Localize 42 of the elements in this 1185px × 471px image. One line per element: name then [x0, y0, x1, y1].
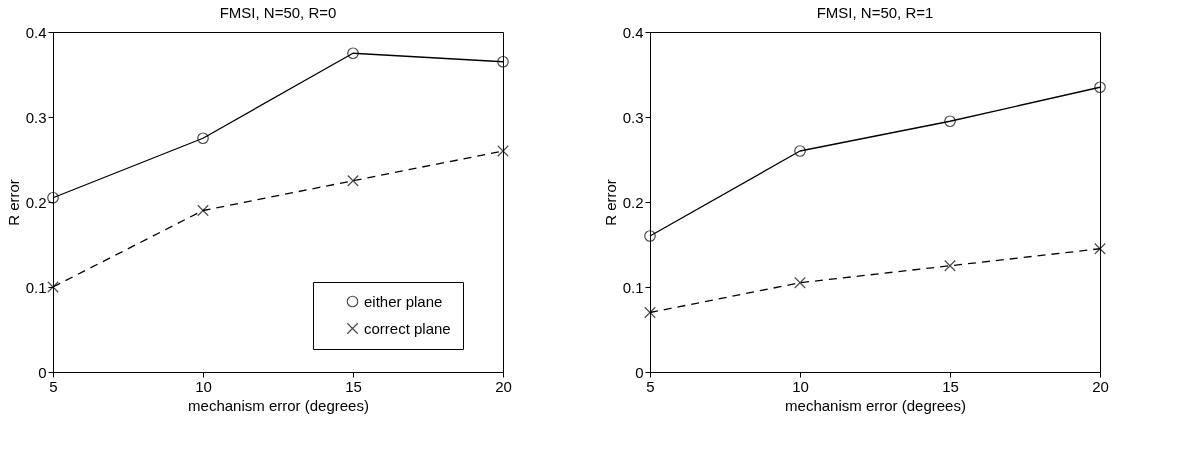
point: [497, 145, 509, 157]
point: [944, 259, 956, 272]
point: [197, 132, 209, 145]
chart-title: FMSI, N=50, R=1: [816, 4, 934, 21]
y-tick-label: 0.4: [622, 23, 644, 41]
point: [794, 145, 806, 157]
x-tick-label: 15: [345, 377, 362, 395]
y-tick-label: 0: [38, 363, 47, 381]
point: [1094, 242, 1106, 255]
legend-label: correct plane: [364, 319, 451, 337]
y-axis-title: R error: [601, 179, 619, 226]
y-tick-label: 0.3: [622, 108, 644, 126]
x-tick-label: 20: [1092, 377, 1109, 395]
point: [347, 174, 359, 187]
point: [497, 55, 509, 68]
y-tick-label: 0.1: [25, 278, 47, 296]
point: [47, 191, 59, 204]
point: [47, 281, 59, 293]
x-tick-label: 5: [646, 377, 655, 395]
y-tick-label: 0.2: [25, 193, 47, 211]
y-tick-label: 0.4: [25, 23, 47, 41]
y-axis-title: R error: [4, 179, 22, 226]
x-tick-label: 10: [792, 377, 809, 395]
point: [794, 276, 806, 289]
y-tick-label: 0.1: [622, 278, 644, 296]
x-axis-title: mechanism error (degrees): [188, 396, 369, 414]
point: [644, 306, 656, 319]
legend-label: either plane: [364, 292, 443, 310]
y-tick-label: 0.3: [25, 108, 47, 126]
x-tick-label: 15: [942, 377, 959, 395]
point: [644, 230, 656, 242]
x-tick-label: 20: [495, 377, 512, 395]
point: [1094, 81, 1106, 94]
x-axis-title: mechanism error (degrees): [785, 396, 966, 414]
point: [347, 47, 359, 60]
point: [197, 204, 209, 217]
x-tick-label: 5: [49, 377, 58, 395]
point: [944, 115, 956, 128]
chart-title: FMSI, N=50, R=0: [219, 4, 337, 21]
y-tick-label: 0: [635, 363, 644, 381]
y-tick-label: 0.2: [622, 193, 644, 211]
x-tick-label: 10: [195, 377, 212, 395]
